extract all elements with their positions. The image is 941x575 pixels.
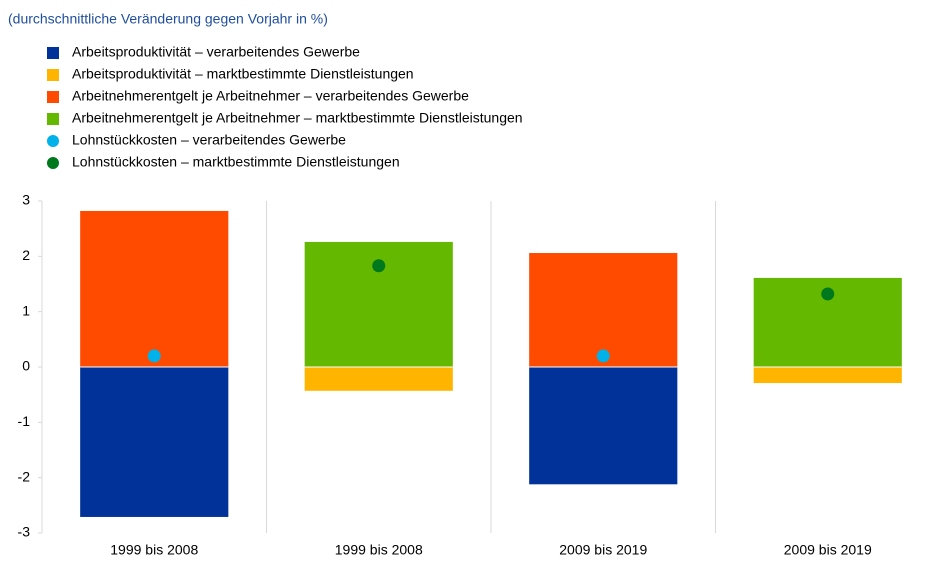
legend-marker xyxy=(47,69,59,81)
y-tick-label: 2 xyxy=(22,247,30,263)
legend-label: Lohnstückkosten – verarbeitendes Gewerbe xyxy=(72,132,346,148)
legend-label: Arbeitnehmerentgelt je Arbeitnehmer – ma… xyxy=(72,110,523,126)
legend-label: Arbeitsproduktivität – verarbeitendes Ge… xyxy=(72,44,360,60)
y-tick-label: -3 xyxy=(18,524,31,540)
y-tick-label: 1 xyxy=(22,302,30,318)
legend-marker xyxy=(47,135,59,147)
x-tick-label: 2009 bis 2019 xyxy=(559,542,647,558)
bar xyxy=(80,367,229,517)
dot xyxy=(372,259,386,273)
chart-title: (durchschnittliche Veränderung gegen Vor… xyxy=(8,11,328,27)
legend-marker xyxy=(47,113,59,125)
dot xyxy=(596,349,610,363)
y-tick-label: -1 xyxy=(18,413,31,429)
legend-label: Lohnstückkosten – marktbestimmte Dienstl… xyxy=(72,154,400,170)
x-tick-label: 1999 bis 2008 xyxy=(335,542,423,558)
y-tick-label: 3 xyxy=(22,192,30,208)
legend-marker xyxy=(47,157,59,169)
dot xyxy=(821,287,835,301)
x-tick-label: 1999 bis 2008 xyxy=(110,542,198,558)
bar xyxy=(80,210,229,367)
legend-label: Arbeitsproduktivität – marktbestimmte Di… xyxy=(72,66,414,82)
bar xyxy=(753,367,902,384)
y-tick-label: -2 xyxy=(18,468,31,484)
y-tick-label: 0 xyxy=(22,358,30,374)
bar xyxy=(304,367,453,391)
bar xyxy=(529,253,678,367)
bar xyxy=(529,367,678,485)
legend-label: Arbeitnehmerentgelt je Arbeitnehmer – ve… xyxy=(72,88,469,104)
dot xyxy=(147,349,161,363)
legend-marker xyxy=(47,47,59,59)
legend-marker xyxy=(47,91,59,103)
x-tick-label: 2009 bis 2019 xyxy=(784,542,872,558)
